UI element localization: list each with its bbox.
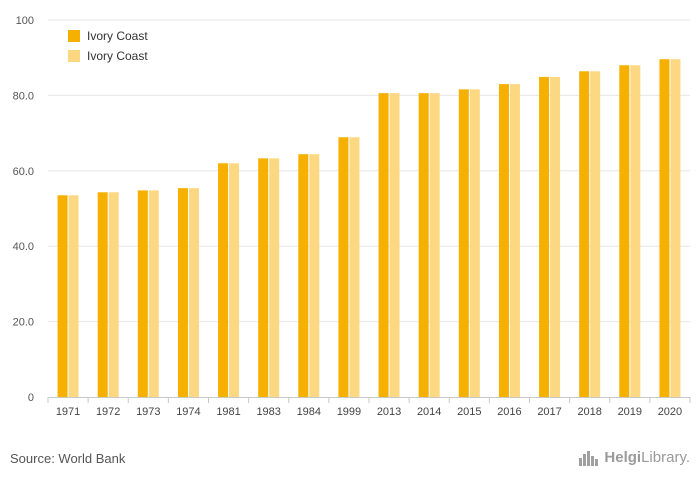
x-axis: 1971 1972 1973 1974 1981 1983 1984 1999 2013 2014… xyxy=(47,397,691,418)
bar xyxy=(218,163,229,397)
bar xyxy=(539,76,550,397)
y-axis-ticks: 0 20.0 40.0 60.0 80.0 100 xyxy=(13,15,34,404)
bar xyxy=(108,192,119,397)
y-tick-label: 0 xyxy=(28,392,34,404)
x-tick-label: 2018 xyxy=(577,406,601,418)
logo-text-bold: Helgi xyxy=(604,449,642,466)
bar xyxy=(659,59,670,397)
bar xyxy=(418,93,429,397)
x-tick-label: 2015 xyxy=(457,406,481,418)
x-tick-label: 1972 xyxy=(96,406,120,418)
bar xyxy=(309,154,320,397)
bar xyxy=(298,154,309,397)
legend-label: Ivory Coast xyxy=(87,29,148,43)
x-tick-label: 1999 xyxy=(337,406,361,418)
bar xyxy=(57,195,68,397)
y-tick-label: 20.0 xyxy=(13,317,34,329)
y-tick-label: 60.0 xyxy=(13,166,34,178)
y-tick-label: 100 xyxy=(16,15,34,27)
bar-chart: 0 20.0 40.0 60.0 80.0 100 1971 1972 1973 1974 198… xyxy=(13,15,691,418)
legend-swatch xyxy=(68,50,80,62)
x-tick-label: 2014 xyxy=(417,406,441,418)
bar xyxy=(389,93,400,397)
bar xyxy=(177,188,188,397)
legend: Ivory Coast Ivory Coast xyxy=(68,29,148,63)
bar xyxy=(338,137,349,397)
x-tick-label: 2013 xyxy=(377,406,401,418)
bar xyxy=(148,190,159,397)
helgi-library-logo: HelgiLibrary. xyxy=(578,449,690,466)
bar xyxy=(630,65,641,398)
source-note: Source: World Bank xyxy=(10,451,126,466)
bar xyxy=(619,65,630,398)
bar xyxy=(137,190,148,397)
x-tick-label: 2019 xyxy=(618,406,642,418)
bar xyxy=(590,71,601,397)
logo-text: Library. xyxy=(641,449,690,466)
bar xyxy=(469,89,480,398)
y-tick-label: 80.0 xyxy=(13,90,34,102)
bar xyxy=(458,89,469,398)
bar xyxy=(498,84,509,397)
legend-label: Ivory Coast xyxy=(87,49,148,63)
x-tick-label: 2020 xyxy=(658,406,682,418)
legend-swatch xyxy=(68,30,80,42)
bars xyxy=(57,59,681,398)
x-tick-label: 1973 xyxy=(136,406,160,418)
x-tick-label: 2017 xyxy=(537,406,561,418)
x-tick-label: 1984 xyxy=(297,406,321,418)
x-tick-label: 1983 xyxy=(256,406,280,418)
x-tick-label: 1974 xyxy=(176,406,200,418)
bar xyxy=(509,84,520,397)
city-skyline-icon xyxy=(579,450,599,466)
x-tick-label: 2016 xyxy=(497,406,521,418)
bar xyxy=(269,158,280,397)
bar xyxy=(378,93,389,397)
bar xyxy=(229,163,240,397)
bar xyxy=(68,195,79,397)
y-tick-label: 40.0 xyxy=(13,241,34,253)
bar xyxy=(349,137,360,397)
bar xyxy=(550,76,561,397)
x-tick-label: 1981 xyxy=(216,406,240,418)
bar xyxy=(579,71,590,397)
x-tick-label: 1971 xyxy=(56,406,80,418)
bar xyxy=(97,192,108,397)
bar xyxy=(188,188,199,397)
bar xyxy=(258,158,269,397)
bar xyxy=(429,93,440,397)
bar xyxy=(670,59,681,397)
